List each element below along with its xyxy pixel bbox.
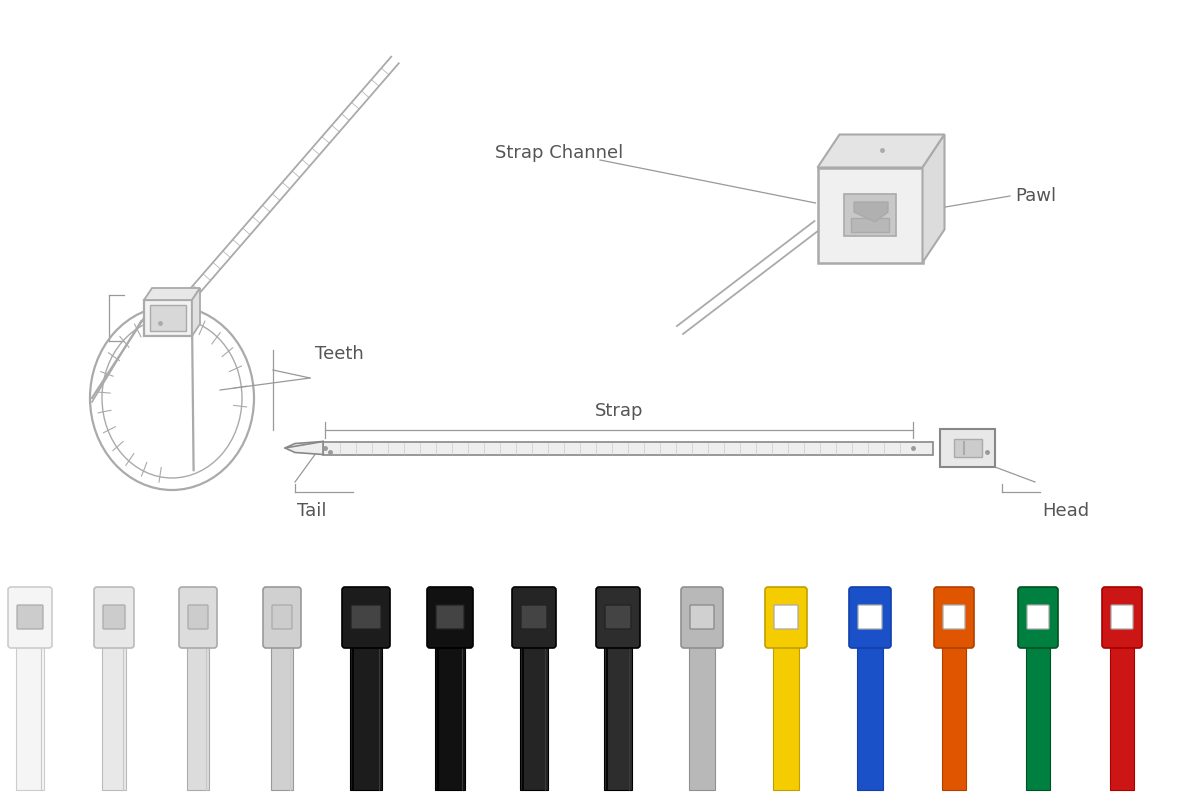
Bar (851, 218, 889, 232)
Bar (350, 645, 382, 790)
FancyBboxPatch shape (858, 605, 882, 629)
FancyBboxPatch shape (436, 605, 464, 629)
FancyBboxPatch shape (179, 587, 217, 648)
Polygon shape (144, 288, 200, 300)
FancyBboxPatch shape (103, 605, 125, 629)
FancyBboxPatch shape (690, 605, 714, 629)
Bar (844, 194, 896, 236)
Bar (954, 439, 982, 457)
Bar (520, 645, 548, 790)
Bar (604, 645, 632, 790)
Bar (150, 305, 186, 331)
Bar (857, 645, 883, 790)
Bar (271, 645, 293, 790)
FancyBboxPatch shape (521, 605, 547, 629)
FancyBboxPatch shape (943, 605, 965, 629)
Text: Strap: Strap (595, 402, 643, 420)
Bar (1110, 645, 1134, 790)
Bar (773, 645, 799, 790)
Text: Head: Head (1042, 502, 1090, 520)
FancyBboxPatch shape (1018, 587, 1058, 648)
FancyBboxPatch shape (682, 587, 722, 648)
Polygon shape (192, 288, 200, 336)
FancyBboxPatch shape (94, 587, 134, 648)
FancyBboxPatch shape (1027, 605, 1049, 629)
Bar (102, 645, 126, 790)
FancyBboxPatch shape (8, 587, 52, 648)
Bar (942, 645, 966, 790)
FancyBboxPatch shape (605, 605, 631, 629)
FancyBboxPatch shape (263, 587, 301, 648)
Polygon shape (854, 202, 888, 222)
Bar (1026, 645, 1050, 790)
FancyBboxPatch shape (342, 587, 390, 648)
Bar (689, 645, 715, 790)
FancyBboxPatch shape (1102, 587, 1142, 648)
Text: Teeth: Teeth (314, 345, 364, 363)
Polygon shape (923, 134, 944, 262)
Bar (187, 645, 209, 790)
Bar (436, 645, 466, 790)
FancyBboxPatch shape (1111, 605, 1133, 629)
Polygon shape (286, 442, 323, 454)
Text: Pawl: Pawl (1015, 187, 1056, 205)
FancyBboxPatch shape (774, 605, 798, 629)
FancyBboxPatch shape (272, 605, 292, 629)
Bar (323, 442, 934, 454)
FancyBboxPatch shape (352, 605, 382, 629)
FancyBboxPatch shape (17, 605, 43, 629)
Bar (940, 429, 995, 467)
Bar (16, 645, 44, 790)
FancyBboxPatch shape (766, 587, 808, 648)
Bar (144, 300, 192, 336)
FancyBboxPatch shape (596, 587, 640, 648)
FancyBboxPatch shape (850, 587, 890, 648)
Text: Strap Channel: Strap Channel (496, 144, 623, 162)
FancyBboxPatch shape (512, 587, 556, 648)
Bar (817, 167, 923, 262)
Text: Tail: Tail (298, 502, 326, 520)
Polygon shape (817, 134, 944, 167)
FancyBboxPatch shape (188, 605, 208, 629)
FancyBboxPatch shape (427, 587, 473, 648)
FancyBboxPatch shape (934, 587, 974, 648)
